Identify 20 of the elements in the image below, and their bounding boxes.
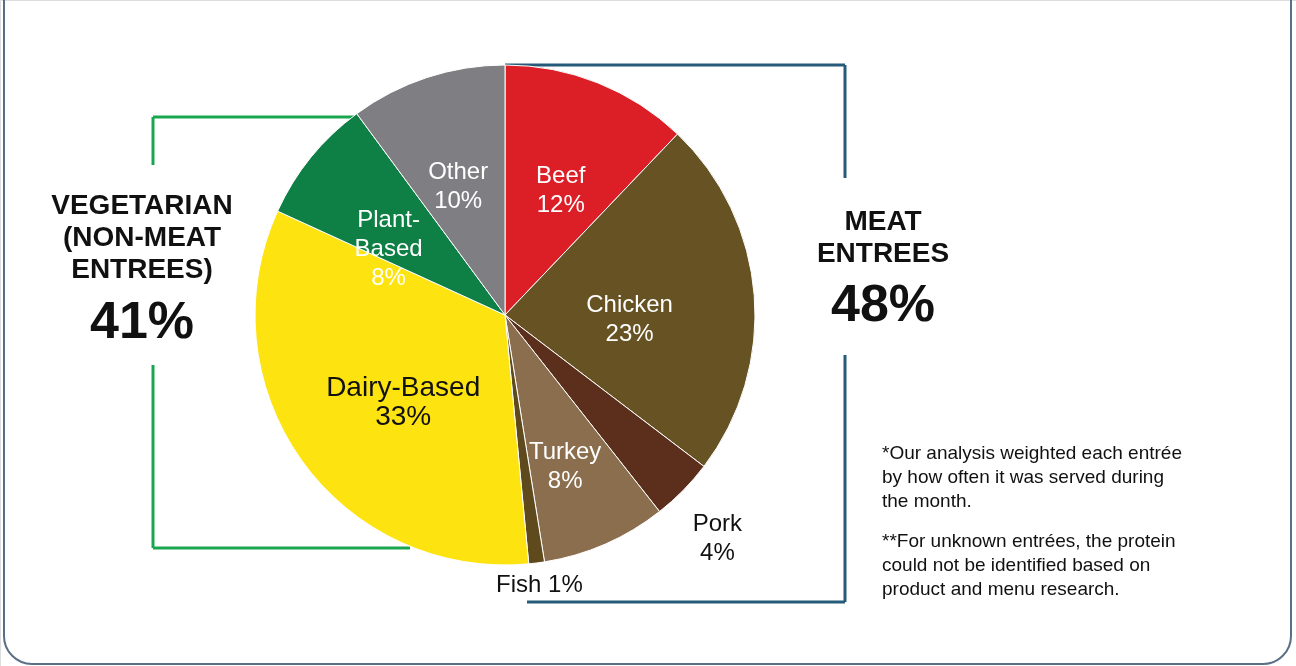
data-label: 10% <box>434 186 483 214</box>
data-label: 4% <box>700 538 735 566</box>
text: VEGETARIAN (NON-MEAT ENTREES) <box>51 189 233 285</box>
text: 41% <box>89 291 195 349</box>
slice-label: Fish 1% <box>496 569 583 597</box>
slice-label: Plant-Based <box>354 205 423 262</box>
slice-label: Other <box>428 157 489 185</box>
slice-label: Pork <box>692 509 744 537</box>
text: **For unknown entrées, the protein could not be identified based on product and menu research. <box>882 529 1176 599</box>
data-label: 23% <box>605 319 654 347</box>
slice-label: Dairy-Based <box>326 370 481 402</box>
data-label: 8% <box>547 466 583 494</box>
text: *Our analysis weighted each entrée by how often it was served during the month. <box>882 441 1182 511</box>
text: MEAT ENTREES <box>816 205 950 269</box>
data-label: 12% <box>536 189 585 217</box>
slice-label: Chicken <box>586 290 673 318</box>
slice-label: Turkey <box>528 437 602 465</box>
data-label: 8% <box>371 263 406 291</box>
text: 48% <box>830 274 936 332</box>
slice-label: Beef <box>536 160 586 188</box>
